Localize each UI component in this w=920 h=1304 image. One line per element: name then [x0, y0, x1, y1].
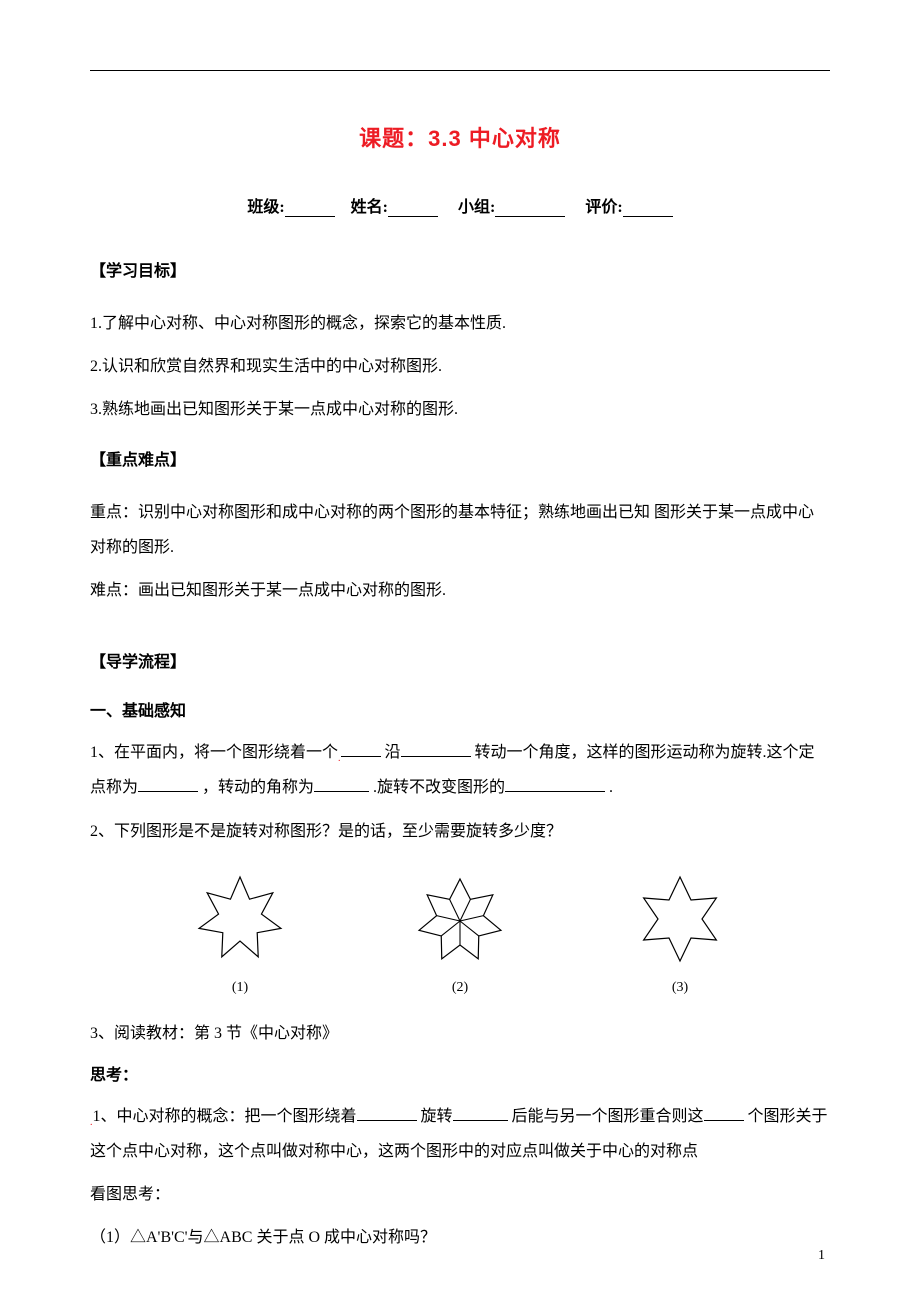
look-question-1: （1）△A'B'C'与△ABC 关于点 O 成中心对称吗？	[90, 1220, 830, 1255]
think-header: 思考：	[90, 1061, 830, 1085]
q1-text: 1、在平面内，将一个图形绕着一个	[90, 744, 338, 761]
group-label: 小组:	[458, 199, 495, 216]
think1-text: 后能与另一个图形重合则这	[512, 1108, 704, 1125]
figure-label: (1)	[185, 980, 295, 996]
diff-prefix: 难点：	[90, 582, 138, 599]
fill-blank[interactable]	[138, 778, 198, 792]
key-point: 重点：识别中心对称图形和成中心对称的两个图形的基本特征；熟练地画出已知 图形关于…	[90, 495, 830, 565]
worksheet-page: 课题：3.3 中心对称 班级: 姓名: 小组: 评价: 【学习目标】 1.了解中…	[0, 0, 920, 1304]
difficulty-point: 难点：画出已知图形关于某一点成中心对称的图形.	[90, 573, 830, 608]
q1-text: .旋转不改变图形的	[373, 779, 505, 796]
star-figure-2	[405, 869, 515, 969]
think1-text: 旋转	[421, 1108, 453, 1125]
key-text: 识别中心对称图形和成中心对称的两个图形的基本特征；熟练地画出已知 图形关于某一点…	[90, 504, 814, 556]
question-1: 1、在平面内，将一个图形绕着一个. 沿 转动一个角度，这样的图形运动称为旋转.这…	[90, 735, 830, 805]
top-rule	[90, 70, 830, 71]
group-blank[interactable]	[495, 201, 565, 217]
goal-item: 3.熟练地画出已知图形关于某一点成中心对称的图形.	[90, 392, 830, 427]
fill-blank[interactable]	[341, 743, 381, 757]
look-header: 看图思考：	[90, 1177, 830, 1212]
figure-label: (2)	[405, 980, 515, 996]
question-2: 2、下列图形是不是旋转对称图形？是的话，至少需要旋转多少度？	[90, 814, 830, 849]
sub-header-basics: 一、基础感知	[90, 697, 830, 721]
star-figure-1	[185, 869, 295, 969]
figure-1: (1)	[185, 869, 295, 996]
eval-blank[interactable]	[623, 201, 673, 217]
class-label: 班级:	[247, 199, 284, 216]
think-question-1: .1、中心对称的概念：把一个图形绕着 旋转 后能与另一个图形重合则这 个图形关于…	[90, 1099, 830, 1169]
goal-item: 2.认识和欣赏自然界和现实生活中的中心对称图形.	[90, 349, 830, 384]
figure-2: (2)	[405, 869, 515, 996]
q1-text: .	[609, 779, 613, 796]
star-figure-3	[625, 869, 735, 969]
fill-blank[interactable]	[505, 778, 605, 792]
fill-blank[interactable]	[453, 1107, 508, 1121]
name-blank[interactable]	[388, 201, 438, 217]
fill-blank[interactable]	[401, 743, 471, 757]
goal-item: 1.了解中心对称、中心对称图形的概念，探索它的基本性质.	[90, 306, 830, 341]
fill-blank[interactable]	[314, 778, 369, 792]
keys-header: 【重点难点】	[90, 446, 830, 470]
figure-label: (3)	[625, 980, 735, 996]
student-info-row: 班级: 姓名: 小组: 评价:	[90, 193, 830, 217]
think1-text: 1、中心对称的概念：把一个图形绕着	[93, 1108, 357, 1125]
q1-text: ，转动的角称为	[202, 779, 314, 796]
name-label: 姓名:	[351, 199, 388, 216]
flow-header: 【导学流程】	[90, 648, 830, 672]
fill-blank[interactable]	[704, 1107, 744, 1121]
eval-label: 评价:	[585, 199, 622, 216]
figures-row: (1) (2) (3)	[130, 869, 790, 996]
q1-text: 沿	[385, 744, 401, 761]
diff-text: 画出已知图形关于某一点成中心对称的图形.	[138, 582, 446, 599]
class-blank[interactable]	[285, 201, 335, 217]
goals-header: 【学习目标】	[90, 257, 830, 281]
fill-blank[interactable]	[357, 1107, 417, 1121]
page-number: 1	[818, 1248, 825, 1264]
question-3: 3、阅读教材：第 3 节《中心对称》	[90, 1016, 830, 1051]
figure-3: (3)	[625, 869, 735, 996]
key-prefix: 重点：	[90, 504, 138, 521]
page-title: 课题：3.3 中心对称	[90, 121, 830, 153]
